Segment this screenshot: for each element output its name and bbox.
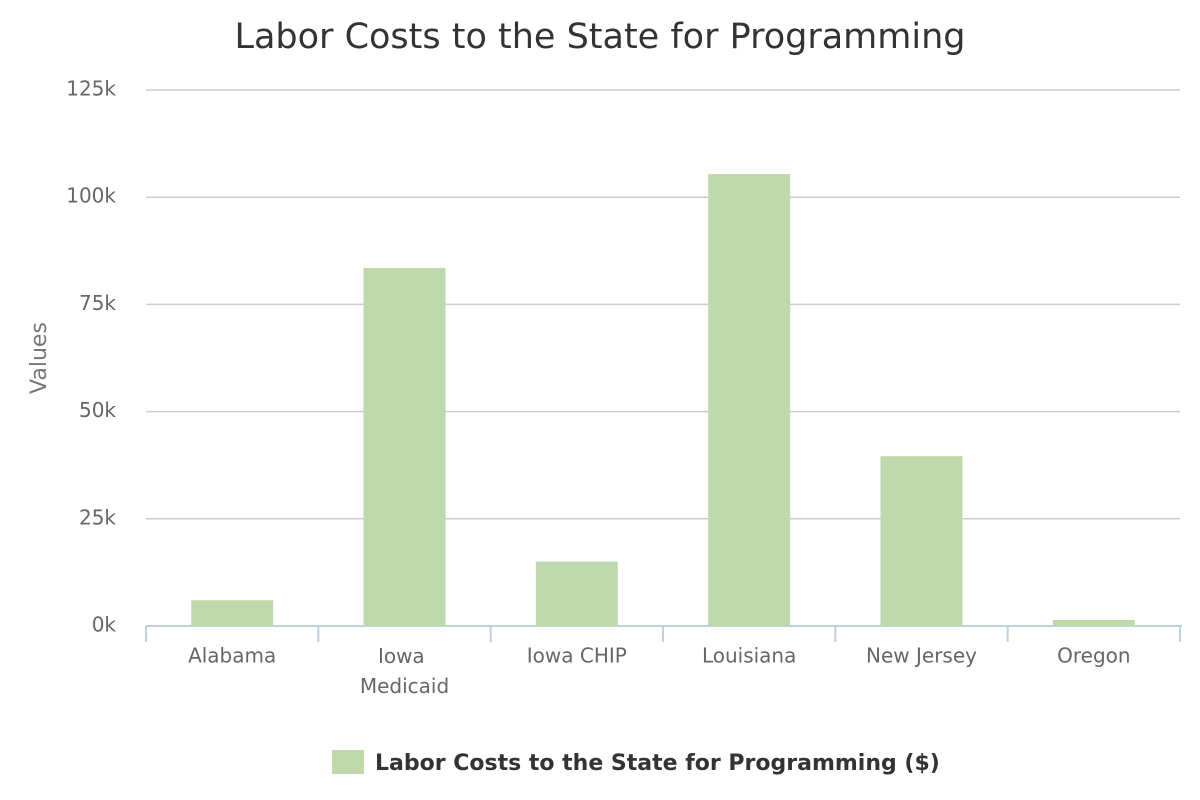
y-axis-title: Values [27,322,52,394]
y-tick-label: 100k [66,184,116,208]
legend-swatch [332,750,364,774]
chart-title: Labor Costs to the State for Programming [234,17,965,57]
bar [880,456,963,626]
y-tick-label: 50k [79,398,116,422]
bar [708,174,791,626]
y-tick-label: 25k [79,505,116,529]
bar [191,600,274,626]
y-tick-label: 125k [66,77,116,101]
legend-label: Labor Costs to the State for Programming… [375,751,940,776]
x-tick-label: Oregon [1057,644,1130,668]
y-tick-label: 0k [92,613,117,637]
x-tick-label: Iowa CHIP [527,644,627,668]
bar [1052,619,1135,626]
x-tick-label: Alabama [188,644,276,668]
x-tick-label: Iowa Medicaid [360,644,449,698]
x-tick-label: New Jersey [866,644,977,668]
x-tick-label: Louisiana [702,644,796,668]
y-tick-label: 75k [79,291,116,315]
bar [535,561,618,626]
bar [363,267,446,626]
